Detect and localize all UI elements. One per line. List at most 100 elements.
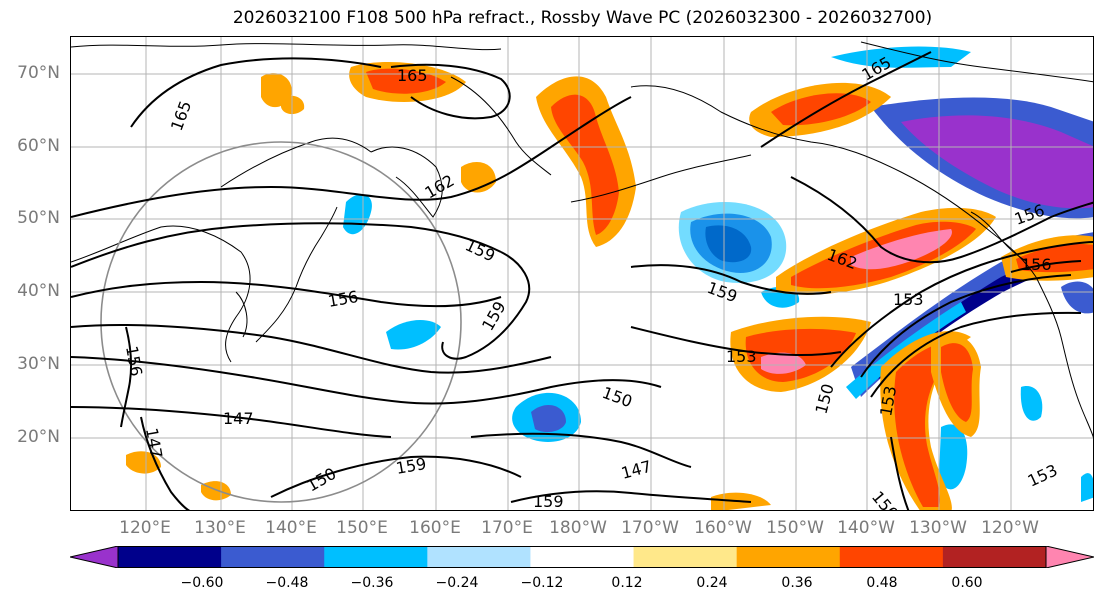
lon-label-140w: 140°W	[837, 518, 895, 538]
contour-162-east	[790, 176, 1093, 264]
positive-anomaly-regions	[126, 62, 1093, 510]
contour-label: 150	[600, 383, 635, 411]
contour-165-chukotka	[390, 63, 511, 120]
colorbar-frame	[117, 546, 1047, 568]
contour-159-c	[630, 264, 832, 295]
colorbar-segment	[736, 546, 841, 568]
height-contours	[71, 51, 1093, 510]
shade-blue-edge-alaska	[831, 46, 971, 68]
shade-red-ca-coast	[941, 343, 973, 422]
coast-north-america-west	[1035, 276, 1093, 438]
contour-153-mid	[630, 326, 842, 357]
lon-label-130w: 130°W	[909, 518, 967, 538]
shade-red-far-east	[1016, 243, 1093, 273]
colorbar-tick: −0.24	[435, 575, 479, 591]
colorbar-tick: 0.48	[866, 575, 898, 591]
negative-anomaly-regions	[343, 46, 1093, 502]
colorbar	[70, 546, 1094, 568]
lon-label-120w: 120°W	[981, 518, 1039, 538]
map-title: 2026032100 F108 500 hPa refract., Rossby…	[232, 8, 933, 28]
contour-150-south-west	[270, 455, 522, 498]
shade-red-chukotka	[366, 68, 446, 94]
colorbar-segment	[118, 546, 222, 568]
lon-label-120e: 120°E	[119, 518, 171, 538]
colorbar-tick: −0.12	[520, 575, 564, 591]
contour-162	[71, 96, 632, 218]
shade-orange-lat30-patch	[281, 95, 305, 115]
shade-red-bering	[551, 94, 619, 235]
contour-label: 159	[462, 235, 498, 265]
contour-147	[71, 406, 392, 438]
contour-label: 153	[1025, 460, 1061, 490]
lat-label-70n: 70°N	[17, 63, 60, 83]
colorbar-segment	[221, 546, 325, 568]
coast-canada-north	[860, 41, 1093, 83]
contour-label: 153	[893, 290, 924, 309]
coast-kamchatka	[370, 146, 443, 218]
colorbar-tick: 0.24	[696, 575, 728, 591]
contour-159-b	[441, 251, 531, 360]
contour-156-east	[830, 241, 1093, 368]
map-panel: 165 165 165 162 162 159 159 159 159 156 …	[70, 36, 1094, 511]
shade-blue-tropical-inner	[531, 404, 566, 433]
contour-label: 150	[304, 464, 340, 496]
lon-label-130e: 130°E	[194, 518, 246, 538]
shade-red-southeast-arc	[894, 342, 961, 507]
contour-153	[71, 324, 552, 374]
colorbar-segment	[839, 546, 944, 568]
reference-circle	[100, 141, 462, 503]
colorbar-tick: −0.36	[350, 575, 394, 591]
lat-label-60n: 60°N	[17, 136, 60, 156]
colorbar-segment	[324, 546, 428, 568]
colorbar-segment	[633, 546, 738, 568]
shade-cyan-west-pacific	[386, 320, 441, 350]
shade-cyan-bottom-east	[1081, 473, 1093, 502]
contour-label: 153	[726, 347, 757, 366]
contour-label: 147	[619, 457, 653, 483]
contour-label: 150	[868, 487, 902, 511]
shade-cyan-central-rim	[678, 202, 787, 283]
contour-label: 156	[122, 344, 146, 377]
colorbar-segment	[427, 546, 531, 568]
colorbar-extend-low	[70, 546, 119, 568]
coast-okhotsk	[220, 137, 372, 188]
contour-156-sw	[120, 326, 133, 428]
coast-alaska	[630, 85, 1037, 278]
shade-cyan-east-edge	[1061, 281, 1093, 314]
contour-label: 165	[167, 98, 195, 133]
coast-siberia-arctic	[71, 43, 502, 51]
colorbar-extend-high	[1045, 546, 1094, 568]
contour-147-mid	[470, 432, 692, 468]
lon-label-140e: 140°E	[265, 518, 317, 538]
contour-150	[71, 356, 662, 405]
lon-label-160e: 160°E	[409, 518, 461, 538]
shade-pink-east-jet	[851, 229, 952, 270]
colorbar-tick: −0.48	[265, 575, 309, 591]
contour-165-west	[130, 57, 382, 128]
contour-label: 156	[326, 287, 359, 311]
shade-orange-sw-patch	[201, 481, 231, 501]
contour-label: 159	[533, 492, 564, 511]
contour-165-alaska	[760, 51, 932, 148]
lon-label-160w: 160°W	[694, 518, 752, 538]
lon-label-150w: 150°W	[766, 518, 824, 538]
shade-purple-core	[901, 115, 1093, 209]
contour-156	[71, 280, 502, 308]
contour-label: 165	[397, 66, 428, 85]
contour-label-group: 165 165 165 162 162 159 159 159 159 156 …	[122, 53, 1061, 511]
map-canvas: 165 165 165 162 162 159 159 159 159 156 …	[71, 37, 1093, 511]
lon-label-170w: 170°W	[621, 518, 679, 538]
lat-label-20n: 20°N	[17, 427, 60, 447]
colorbar-tick: −0.60	[180, 575, 224, 591]
contour-150-east	[870, 311, 1082, 398]
coast-japan	[255, 206, 338, 343]
colorbar-tick: 0.60	[951, 575, 983, 591]
lon-label-170e: 170°E	[481, 518, 533, 538]
coast-chukotka	[450, 76, 552, 176]
contour-label: 156	[1021, 255, 1052, 274]
contour-150-south	[890, 436, 910, 510]
coast-asia-mainland	[71, 225, 251, 363]
contour-label: 150	[812, 382, 838, 416]
contour-153-east	[860, 274, 1072, 378]
colorbar-segment	[942, 546, 1047, 568]
